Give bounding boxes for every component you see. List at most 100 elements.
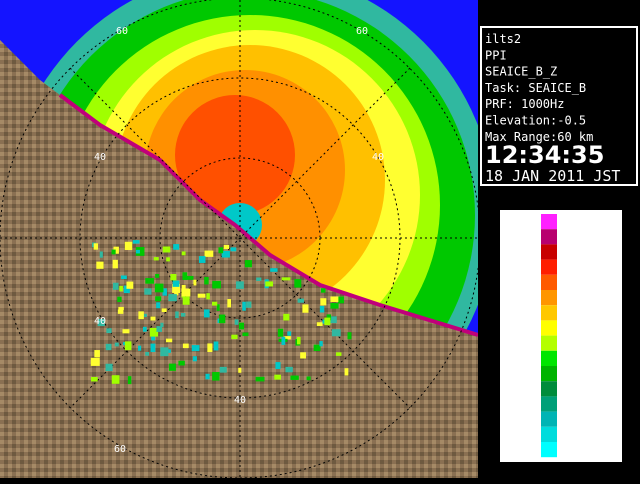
echo-speck — [105, 363, 113, 372]
echo-speck — [168, 363, 176, 371]
echo-speck — [216, 304, 220, 311]
echo-speck — [206, 293, 210, 300]
info-line: Elevation:-0.5 — [485, 114, 586, 128]
legend-high: 20 — [562, 337, 575, 350]
echo-speck — [246, 301, 252, 308]
echo-speck — [114, 342, 119, 347]
ring-label: 40 — [372, 152, 384, 163]
echo-speck — [127, 376, 132, 385]
echo-speck — [238, 367, 242, 373]
echo-speck — [142, 313, 147, 318]
echo-speck — [90, 376, 98, 382]
azimuth-line — [69, 67, 411, 409]
echo-speck — [119, 285, 123, 292]
legend-swatch — [541, 320, 557, 336]
echo-speck — [182, 343, 189, 349]
echo-speck — [191, 345, 200, 352]
info-line: Max Range:60 km — [485, 130, 593, 144]
echo-speck — [150, 343, 156, 353]
echo-speck — [213, 341, 219, 351]
echo-speck — [277, 328, 284, 337]
echo-speck — [124, 241, 133, 250]
echo-speck — [96, 261, 104, 269]
echo-speck — [113, 246, 119, 254]
legend-high: 26 — [562, 306, 575, 319]
echo-speck — [145, 278, 155, 284]
legend-low: 5 — [531, 397, 538, 410]
echo-speck — [242, 301, 246, 311]
echo-speck — [197, 293, 206, 298]
echo-speck — [168, 294, 177, 302]
echo-speck — [99, 251, 103, 258]
echo-speck — [270, 268, 278, 272]
echo-speck — [135, 249, 140, 254]
echo-speck — [344, 368, 349, 376]
echo-speck — [335, 352, 342, 356]
echo-speck — [265, 281, 274, 287]
ring-label: 60 — [116, 26, 128, 37]
legend-low: -1 — [525, 428, 538, 441]
echo-speck — [231, 334, 238, 340]
radar-scope: 60 60 40 40 40 40 60 — [0, 0, 478, 478]
echo-speck — [160, 347, 169, 357]
echo-speck — [122, 329, 130, 334]
echo-speck — [138, 311, 144, 320]
echo-speck — [120, 275, 127, 280]
echo-speck — [211, 301, 218, 306]
echo-speck — [135, 247, 145, 256]
legend-swatch — [541, 381, 557, 397]
echo-speck — [347, 332, 352, 340]
echo-speck — [326, 314, 332, 321]
echo-speck — [219, 314, 226, 324]
land-echoes — [90, 240, 352, 385]
echo-speck — [313, 344, 321, 351]
echo-speck — [93, 243, 99, 250]
legend-swatch — [541, 335, 557, 351]
legend-swatch — [541, 350, 557, 366]
echo-speck — [175, 311, 179, 319]
echo-speck — [138, 345, 142, 351]
info-line: PRF: 1000Hz — [485, 97, 564, 111]
echo-speck — [162, 246, 171, 253]
echo-speck — [275, 362, 281, 370]
echo-speck — [161, 308, 167, 313]
legend-swatch — [541, 274, 557, 290]
echo-speck — [198, 256, 206, 263]
info-line: SEAICE_B_Z — [485, 65, 557, 79]
echo-speck — [151, 334, 156, 341]
legend-low: 38 — [525, 230, 538, 243]
echo-speck — [204, 276, 209, 285]
ring-labels: 60 60 40 40 40 40 60 — [94, 26, 384, 455]
echo-speck — [118, 306, 124, 310]
echo-speck — [327, 316, 337, 324]
echo-speck — [256, 277, 262, 281]
echo-speck — [162, 288, 167, 296]
legend-low: 29 — [525, 276, 538, 289]
echo-speck — [219, 366, 227, 373]
echo-speck — [150, 316, 156, 321]
echo-speck — [331, 329, 341, 337]
info-line: Task: SEAICE_B — [485, 81, 586, 95]
legend-high: 8 — [562, 397, 569, 410]
echo-speck — [294, 279, 302, 288]
ring-label: 40 — [234, 395, 246, 406]
echo-speck — [284, 336, 291, 340]
echo-speck — [111, 249, 116, 255]
legend-swatch — [541, 229, 557, 245]
legend-swatch — [541, 366, 557, 382]
echo-speck — [324, 317, 331, 326]
ring-label: 60 — [356, 26, 368, 37]
echo-speck — [302, 304, 309, 313]
echo-speck — [166, 257, 170, 262]
echo-speck — [106, 328, 112, 334]
legend: >41 --- 38 41 35 38 32 35 29 32 26 29 23 26 20 23 17 20 14… — [518, 214, 614, 458]
echo-speck — [319, 305, 325, 313]
time: 12:34:35 — [485, 141, 604, 169]
echo-speck — [300, 352, 306, 359]
echo-speck — [244, 260, 252, 268]
legend-high: 29 — [562, 291, 575, 304]
echo-speck — [112, 259, 118, 269]
echo-speck — [160, 322, 164, 328]
legend-high: 41 — [562, 230, 575, 243]
legend-low: 26 — [525, 291, 538, 304]
